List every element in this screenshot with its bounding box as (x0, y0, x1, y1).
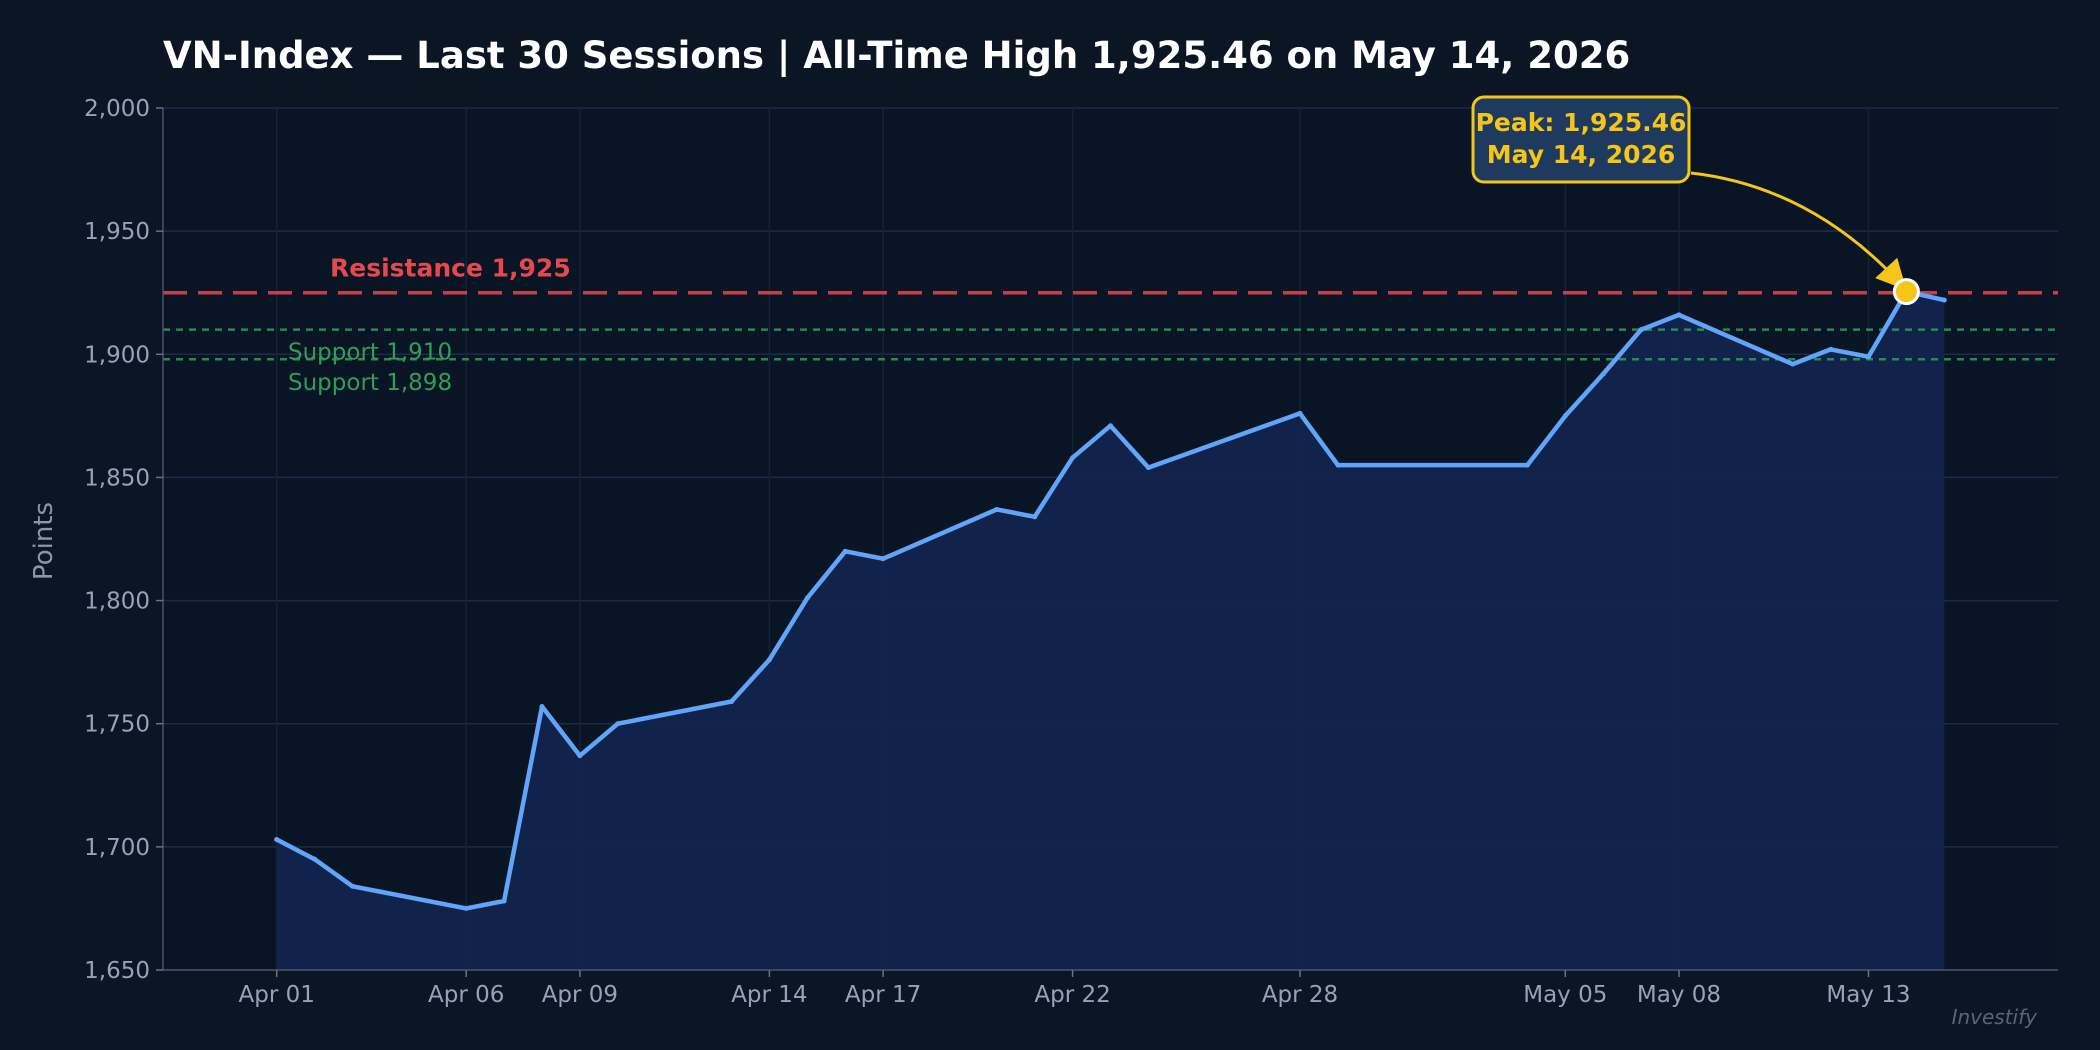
data-point (1600, 371, 1606, 377)
area-layer (276, 291, 1945, 971)
x-tick-label: Apr 28 (1262, 982, 1338, 1008)
data-point (880, 556, 886, 562)
data-point (312, 856, 318, 862)
data-point (1828, 346, 1834, 352)
y-tick-label: 1,850 (84, 465, 150, 491)
x-tick-label: May 13 (1826, 982, 1910, 1008)
data-point (274, 836, 280, 842)
y-tick-label: 1,950 (84, 219, 150, 245)
data-point (1032, 514, 1038, 520)
series-layer (274, 289, 1947, 911)
support-label: Support 1,898 (288, 370, 452, 396)
x-tick-labels: Apr 01 Apr 06 Apr 09 Apr 14 Apr 17 Apr 22 Apr … (239, 970, 1911, 1008)
data-point (1638, 327, 1644, 333)
x-tick-label: Apr 01 (239, 982, 315, 1008)
data-point (729, 699, 734, 705)
y-tick-label: 1,800 (84, 589, 150, 615)
chart-title: VN-Index — Last 30 Sessions | All-Time H… (163, 34, 1630, 77)
data-point (1790, 361, 1796, 367)
x-tick-label: Apr 06 (428, 982, 504, 1008)
peak-annotation: Peak: 1,925.46 May 14, 2026 (1471, 95, 1920, 306)
annotation-box (1471, 95, 1691, 184)
data-point (463, 905, 469, 911)
area-fill (276, 291, 1945, 971)
data-point (1941, 297, 1947, 303)
data-point (539, 703, 545, 709)
annotation-value: Peak: 1,925.46 (1476, 108, 1687, 137)
x-tick-label: May 05 (1523, 982, 1607, 1008)
data-point (501, 898, 507, 904)
data-point (1676, 312, 1682, 318)
y-tick-label: 1,700 (84, 835, 150, 861)
support-label: Support 1,910 (288, 340, 452, 366)
data-point (577, 753, 583, 759)
peak-marker (1892, 278, 1920, 306)
data-point (1108, 423, 1113, 429)
y-tick-labels: 1,650 1,700 1,750 1,800 1,850 1,900 1,950 2,000 (84, 96, 163, 984)
data-point (615, 721, 621, 727)
x-tick-label: Apr 14 (731, 982, 807, 1008)
y-tick-label: 1,750 (84, 712, 150, 738)
resistance-label: Resistance 1,925 (330, 254, 571, 283)
annotation-arrow (1690, 171, 1907, 290)
data-point (1070, 455, 1076, 461)
y-tick-label: 1,900 (84, 342, 150, 368)
watermark: Investify (1952, 1005, 2039, 1029)
data-point (1866, 354, 1871, 360)
x-tick-label: Apr 09 (542, 982, 618, 1008)
data-point (1335, 462, 1341, 468)
data-point (1524, 462, 1530, 468)
reference-lines: Resistance 1,925 Support 1,910 Support 1,8… (163, 254, 2058, 396)
data-point (842, 548, 848, 554)
y-axis-label: Points (29, 502, 59, 580)
data-point (350, 883, 355, 889)
axes (162, 108, 2058, 971)
x-tick-label: May 08 (1637, 982, 1721, 1008)
series-line (274, 289, 1947, 911)
data-point (804, 595, 810, 601)
y-tick-label: 2,000 (84, 96, 150, 122)
data-point (1145, 465, 1151, 471)
x-tick-label: Apr 17 (845, 982, 921, 1008)
annotation-date: May 14, 2026 (1487, 140, 1676, 169)
data-point (766, 657, 772, 663)
data-point (994, 506, 1000, 512)
data-point (1562, 413, 1568, 419)
y-tick-label: 1,650 (84, 958, 150, 984)
x-tick-label: Apr 22 (1034, 982, 1110, 1008)
data-point (1297, 410, 1303, 416)
